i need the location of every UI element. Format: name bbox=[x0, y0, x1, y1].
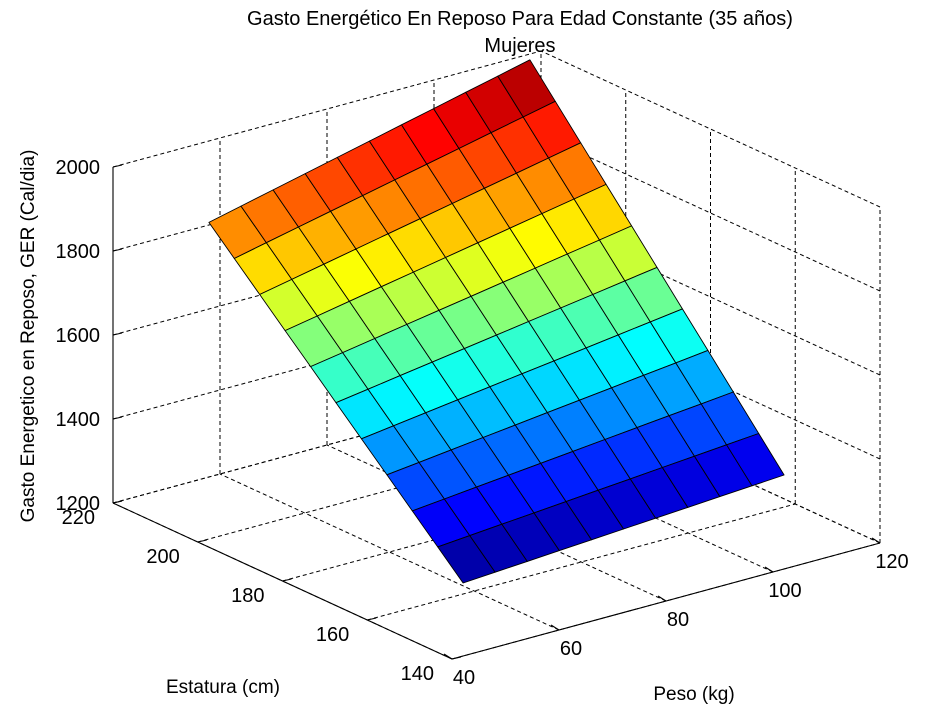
z-tick-label: 1200 bbox=[56, 493, 101, 515]
x-tick-mark bbox=[765, 567, 773, 572]
z-tick-label: 1800 bbox=[56, 241, 101, 263]
z-tick-label: 1400 bbox=[56, 409, 101, 431]
z-tick-mark bbox=[113, 165, 122, 167]
x-tick-mark bbox=[444, 654, 452, 659]
x-tick-label: 120 bbox=[875, 551, 908, 573]
z-tick-mark bbox=[113, 501, 122, 503]
y-tick-label: 140 bbox=[401, 663, 434, 685]
x-tick-mark bbox=[658, 596, 666, 601]
chart-title: Gasto Energético En Reposo Para Edad Con… bbox=[247, 8, 793, 30]
chart-subtitle: Mujeres bbox=[484, 35, 555, 57]
x-tick-mark bbox=[551, 625, 559, 630]
z-axis-label: Gasto Energetico en Reposo, GER (Cal/dia… bbox=[18, 150, 39, 523]
y-tick-label: 180 bbox=[231, 585, 264, 607]
y-tick-label: 160 bbox=[316, 624, 349, 646]
z-tick-label: 2000 bbox=[56, 157, 101, 179]
z-tick-label: 1600 bbox=[56, 325, 101, 347]
surface bbox=[209, 60, 784, 583]
y-tick-mark bbox=[367, 618, 376, 620]
y-tick-mark bbox=[283, 579, 292, 581]
y-axis-label: Estatura (cm) bbox=[166, 677, 280, 698]
x-tick-label: 40 bbox=[453, 667, 475, 689]
x-tick-label: 60 bbox=[560, 638, 582, 660]
x-axis-label: Peso (kg) bbox=[653, 684, 734, 705]
y-tick-label: 200 bbox=[146, 546, 179, 568]
z-tick-mark bbox=[113, 417, 122, 419]
z-tick-mark bbox=[113, 333, 122, 335]
y-tick-mark bbox=[198, 540, 207, 542]
x-tick-label: 100 bbox=[768, 580, 801, 602]
x-tick-label: 80 bbox=[667, 609, 689, 631]
x-tick-mark bbox=[872, 538, 880, 543]
z-tick-mark bbox=[113, 249, 122, 251]
